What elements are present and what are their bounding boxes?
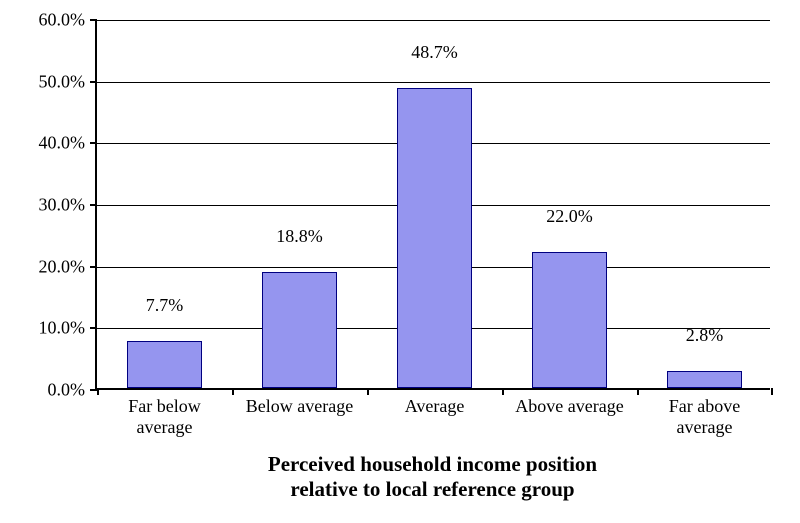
y-tick-mark	[90, 266, 97, 268]
y-tick-label: 40.0%	[39, 133, 86, 154]
y-tick-label: 20.0%	[39, 256, 86, 277]
bar	[127, 341, 201, 388]
bar	[532, 252, 606, 388]
bar	[397, 88, 471, 388]
gridline	[97, 20, 770, 21]
bar-value-label: 18.8%	[276, 226, 323, 247]
bar	[667, 371, 741, 388]
x-axis-title-line: Perceived household income position	[95, 452, 770, 477]
x-axis-title-line: relative to local reference group	[95, 477, 770, 502]
y-tick-mark	[90, 204, 97, 206]
y-tick-label: 0.0%	[48, 380, 86, 401]
bar-value-label: 7.7%	[146, 295, 184, 316]
x-category-label-line: Far below	[97, 396, 232, 417]
y-tick-label: 10.0%	[39, 318, 86, 339]
x-category-label-line: Above average	[502, 396, 637, 417]
y-tick-mark	[90, 81, 97, 83]
x-category-label-line: Below average	[232, 396, 367, 417]
x-category-label: Above average	[502, 396, 637, 417]
x-tick-mark	[771, 388, 773, 395]
x-tick-mark	[502, 388, 504, 395]
y-tick-label: 30.0%	[39, 195, 86, 216]
bar-chart: 0.0% 10.0% 20.0% 30.0% 40.0% 50.0% 60.0% 7.7% Fa…	[0, 0, 800, 523]
y-tick-label: 60.0%	[39, 10, 86, 31]
x-tick-mark	[637, 388, 639, 395]
y-tick-mark	[90, 327, 97, 329]
x-axis-title: Perceived household income positionrelat…	[95, 452, 770, 502]
x-category-label: Far aboveaverage	[637, 396, 772, 438]
y-tick-label: 50.0%	[39, 71, 86, 92]
y-tick-mark	[90, 19, 97, 21]
x-tick-mark	[232, 388, 234, 395]
x-category-label-line: average	[97, 417, 232, 438]
bar-value-label: 22.0%	[546, 206, 593, 227]
x-category-label: Average	[367, 396, 502, 417]
bar-value-label: 48.7%	[411, 42, 458, 63]
gridline	[97, 82, 770, 83]
x-category-label: Below average	[232, 396, 367, 417]
x-category-label-line: Average	[367, 396, 502, 417]
x-category-label-line: Far above	[637, 396, 772, 417]
bar-value-label: 2.8%	[686, 325, 724, 346]
x-tick-mark	[97, 388, 99, 395]
x-category-label: Far belowaverage	[97, 396, 232, 438]
y-tick-mark	[90, 389, 97, 391]
x-category-label-line: average	[637, 417, 772, 438]
plot-area: 0.0%10.0%20.0%30.0%40.0%50.0%60.0%7.7%Fa…	[95, 20, 770, 390]
bar	[262, 272, 336, 388]
y-tick-mark	[90, 142, 97, 144]
x-tick-mark	[367, 388, 369, 395]
